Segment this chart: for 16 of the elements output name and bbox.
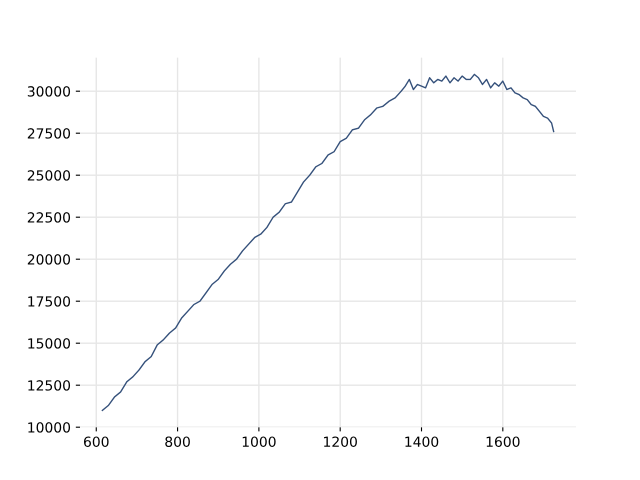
y-tick-label: 12500 [28, 380, 70, 391]
y-tick-label: 20000 [28, 254, 70, 265]
x-tick-label: 1200 [324, 436, 357, 447]
y-tick-label: 10000 [28, 422, 70, 433]
y-tick-label: 22500 [28, 212, 70, 223]
x-tick-label: 1600 [486, 436, 520, 447]
x-tick-label: 1400 [405, 436, 438, 447]
y-tick-label: 17500 [28, 296, 70, 307]
x-tick-label: 800 [165, 436, 190, 447]
line-series [102, 74, 554, 412]
x-tick-label: 1000 [242, 436, 276, 447]
y-tick-label: 25000 [28, 170, 70, 181]
y-tick-label: 30000 [28, 86, 70, 97]
y-tick-label: 15000 [28, 338, 70, 349]
y-tick-label: 27500 [28, 128, 70, 139]
x-tick-label: 600 [84, 436, 109, 447]
